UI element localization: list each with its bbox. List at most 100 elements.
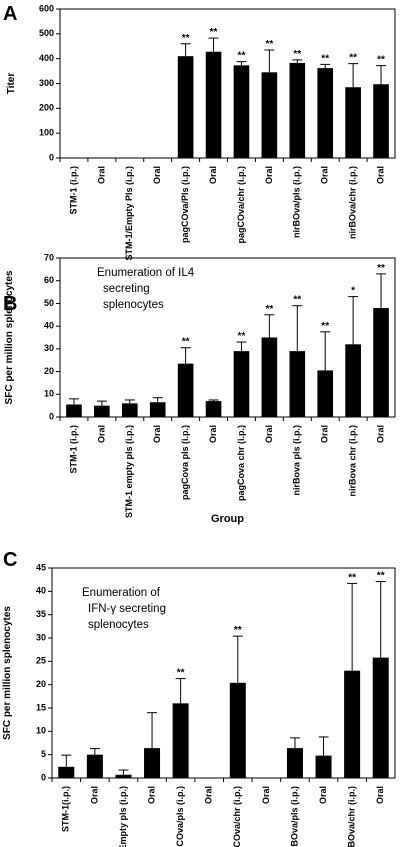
x-tick-label: STM-1/Empty Pls (i.p.) bbox=[124, 166, 134, 261]
bar bbox=[205, 401, 222, 417]
x-tick-label: STM-1 (i.p.) bbox=[68, 425, 78, 474]
x-tick-label: nirBOva/pls (i.p.) bbox=[289, 786, 299, 847]
x-tick-label: Oral bbox=[96, 425, 106, 443]
significance: ** bbox=[182, 33, 190, 44]
note-line: splenocytes bbox=[88, 619, 149, 631]
bar bbox=[121, 158, 138, 159]
bar bbox=[344, 670, 361, 778]
bar bbox=[201, 778, 218, 779]
note-box bbox=[78, 585, 208, 635]
y-tick-label: 35 bbox=[36, 609, 46, 619]
note-line: Enumeration of IL4 bbox=[97, 267, 195, 279]
bar bbox=[144, 748, 161, 778]
bar bbox=[229, 682, 246, 778]
significance: ** bbox=[321, 53, 329, 64]
bar bbox=[261, 337, 278, 417]
bar bbox=[373, 84, 389, 158]
x-tick-label: nirBova chr (i.p.) bbox=[348, 425, 358, 497]
x-tick-label: Oral bbox=[375, 166, 385, 184]
y-tick-label: 500 bbox=[39, 28, 54, 38]
y-tick-label: 200 bbox=[39, 103, 54, 113]
bar bbox=[115, 774, 132, 778]
panel-label: C bbox=[3, 549, 17, 571]
x-tick-label: pagCova pls (i.p.) bbox=[180, 425, 190, 500]
bar bbox=[66, 158, 82, 159]
bar bbox=[86, 754, 103, 778]
bar bbox=[149, 158, 166, 159]
note-line: splenocytes bbox=[103, 299, 164, 311]
x-tick-label: Oral bbox=[375, 786, 385, 804]
y-axis-label: SFC per million splenocytes bbox=[2, 606, 13, 740]
significance: * bbox=[351, 286, 355, 297]
x-tick-label: Oral bbox=[320, 166, 330, 184]
x-axis-label: Group bbox=[211, 513, 244, 525]
significance: ** bbox=[210, 27, 218, 38]
significance: ** bbox=[238, 51, 246, 62]
x-tick-label: nirBOva/pls (i.p.) bbox=[292, 166, 302, 238]
bar bbox=[315, 755, 332, 778]
significance: ** bbox=[265, 304, 273, 315]
y-tick-label: 70 bbox=[44, 252, 54, 262]
note-line: IFN-γ secreting bbox=[88, 603, 166, 615]
significance: ** bbox=[265, 39, 273, 50]
significance: ** bbox=[177, 668, 185, 679]
x-tick-label: Oral bbox=[208, 166, 218, 184]
bar bbox=[172, 703, 189, 778]
bar bbox=[233, 65, 250, 158]
y-tick-label: 15 bbox=[36, 702, 46, 712]
y-tick-label: 0 bbox=[49, 152, 54, 162]
note-line: Enumeration of bbox=[82, 587, 161, 599]
significance: ** bbox=[349, 53, 357, 64]
y-tick-label: 300 bbox=[39, 78, 54, 88]
x-tick-label: Oral bbox=[152, 166, 162, 184]
bar bbox=[373, 307, 389, 417]
bar bbox=[317, 68, 334, 158]
panel-label: A bbox=[3, 3, 17, 25]
y-tick-label: 0 bbox=[41, 772, 46, 782]
bar bbox=[345, 344, 361, 417]
x-tick-label: Oral bbox=[96, 166, 106, 184]
bar bbox=[261, 72, 278, 158]
bar bbox=[317, 370, 334, 417]
bar bbox=[205, 51, 222, 158]
y-tick-label: 45 bbox=[36, 562, 46, 572]
bar bbox=[149, 402, 166, 417]
x-tick-label: Oral bbox=[204, 786, 214, 804]
plot-frame bbox=[59, 8, 396, 159]
panel-label: B bbox=[3, 293, 17, 315]
y-tick-label: 50 bbox=[44, 298, 54, 308]
y-tick-label: 400 bbox=[39, 53, 54, 63]
y-tick-label: 30 bbox=[44, 343, 54, 353]
bar bbox=[372, 657, 389, 778]
x-tick-label: Oral bbox=[152, 425, 162, 443]
y-tick-label: 5 bbox=[41, 749, 46, 759]
bar bbox=[58, 766, 75, 778]
y-tick-label: 30 bbox=[36, 632, 46, 642]
x-tick-label: Oral bbox=[89, 786, 99, 804]
significance: ** bbox=[348, 572, 356, 583]
x-tick-label: Oral bbox=[208, 425, 218, 443]
y-tick-label: 20 bbox=[36, 679, 46, 689]
x-tick-label: pagCOva/chr (i.p.) bbox=[236, 166, 246, 244]
y-tick-label: 0 bbox=[49, 411, 54, 421]
y-tick-label: 10 bbox=[44, 389, 54, 399]
x-tick-label: nirBova pls (i.p.) bbox=[292, 425, 302, 496]
bar bbox=[289, 351, 306, 417]
x-tick-label: STM-1(i.p.) bbox=[61, 786, 71, 832]
x-tick-label: pagCova chr (i.p.) bbox=[236, 425, 246, 501]
bar bbox=[66, 404, 82, 417]
x-tick-label: Oral bbox=[261, 786, 271, 804]
bar bbox=[289, 62, 306, 158]
bar bbox=[286, 748, 303, 778]
x-tick-label: pagCOva/Pls (i.p.) bbox=[180, 166, 190, 243]
x-tick-label: pagCOva/chr (i.p.) bbox=[232, 786, 242, 847]
bar bbox=[345, 87, 361, 158]
x-tick-label: nirBOva/chr (i.p.) bbox=[347, 786, 357, 847]
significance: ** bbox=[234, 625, 242, 636]
note-box bbox=[93, 265, 223, 315]
bar bbox=[94, 158, 110, 159]
bar bbox=[121, 403, 138, 417]
significance: ** bbox=[238, 331, 246, 342]
y-tick-label: 25 bbox=[36, 656, 46, 666]
